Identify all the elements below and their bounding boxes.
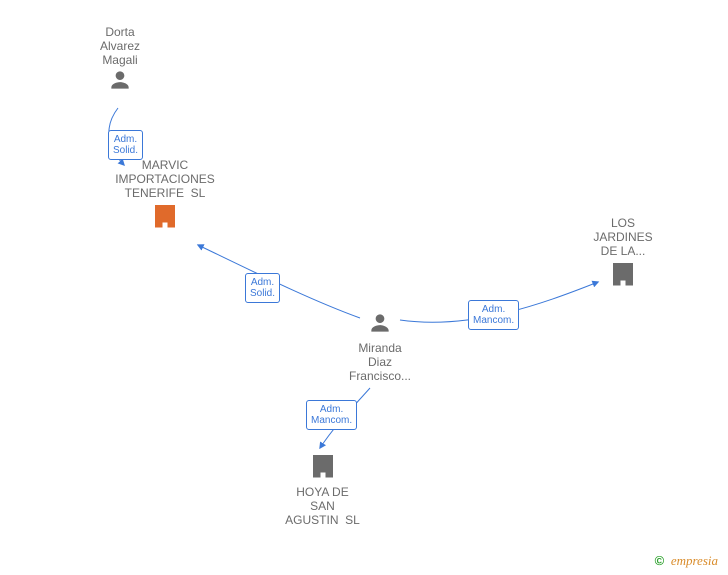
- edge-label-miranda-hoya: Adm. Mancom.: [306, 400, 357, 430]
- node-hoya[interactable]: HOYA DE SAN AGUSTIN SL: [275, 450, 370, 527]
- building-icon: [308, 450, 338, 485]
- node-jardines[interactable]: LOS JARDINES DE LA...: [580, 216, 666, 293]
- person-icon: [367, 310, 393, 341]
- watermark-text: empresia: [671, 553, 718, 568]
- node-dorta[interactable]: Dorta Alvarez Magali: [80, 25, 160, 98]
- node-marvic-label: MARVIC IMPORTACIONES TENERIFE SL: [100, 158, 230, 200]
- diagram-canvas: Dorta Alvarez Magali MARVIC IMPORTACIONE…: [0, 0, 728, 575]
- node-miranda-label: Miranda Diaz Francisco...: [340, 341, 420, 383]
- node-dorta-label: Dorta Alvarez Magali: [80, 25, 160, 67]
- copyright-symbol: ©: [655, 553, 665, 568]
- building-icon: [608, 258, 638, 293]
- edge-label-miranda-marvic: Adm. Solid.: [245, 273, 280, 303]
- edge-label-dorta-marvic: Adm. Solid.: [108, 130, 143, 160]
- building-icon: [150, 200, 180, 235]
- node-miranda[interactable]: Miranda Diaz Francisco...: [340, 310, 420, 383]
- edge-label-miranda-jardines: Adm. Mancom.: [468, 300, 519, 330]
- node-hoya-label: HOYA DE SAN AGUSTIN SL: [275, 485, 370, 527]
- watermark: © empresia: [655, 553, 718, 569]
- node-marvic[interactable]: MARVIC IMPORTACIONES TENERIFE SL: [100, 158, 230, 235]
- person-icon: [107, 67, 133, 98]
- node-jardines-label: LOS JARDINES DE LA...: [580, 216, 666, 258]
